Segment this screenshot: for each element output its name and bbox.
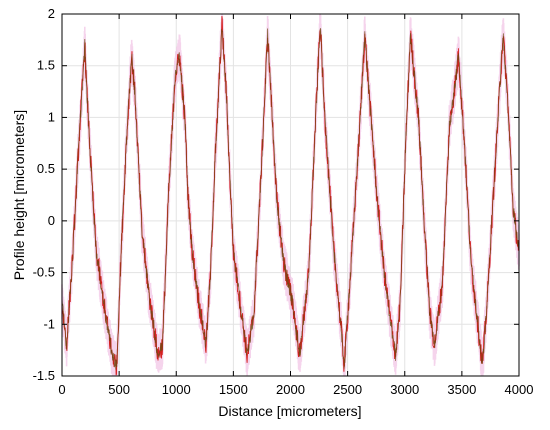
- x-tick-label-6: 3000: [390, 382, 419, 397]
- x-tick-label-5: 2500: [333, 382, 362, 397]
- y-tick-label-6: 1.5: [37, 58, 55, 73]
- x-tick-label-0: 0: [58, 382, 65, 397]
- y-tick-label-5: 1: [48, 109, 55, 124]
- x-axis-label: Distance [micrometers]: [218, 403, 361, 419]
- y-tick-label-3: 0: [48, 213, 55, 228]
- grid-lines: [62, 14, 519, 376]
- y-tick-label-0: -1.5: [33, 368, 55, 383]
- x-tick-label-1: 500: [108, 382, 130, 397]
- y-tick-label-2: -0.5: [33, 265, 55, 280]
- y-tick-label-4: 0.5: [37, 161, 55, 176]
- series-layer: [61, 16, 520, 376]
- series-line-overlay: [61, 28, 520, 370]
- x-tick-label-4: 2000: [276, 382, 305, 397]
- y-tick-label-1: -1: [43, 316, 55, 331]
- y-axis-ticks: -1.5 -1 -0.5 0 0.5 1 1.5 2: [33, 6, 519, 383]
- x-tick-label-2: 1000: [162, 382, 191, 397]
- y-axis-label: Profile height [micrometers]: [11, 110, 27, 280]
- x-axis-ticks: 0 500 1000 1500 2000 2500 3000 3500 4000: [58, 14, 533, 397]
- x-tick-label-3: 1500: [219, 382, 248, 397]
- x-tick-label-8: 4000: [505, 382, 534, 397]
- y-tick-label-7: 2: [48, 6, 55, 21]
- x-tick-label-7: 3500: [447, 382, 476, 397]
